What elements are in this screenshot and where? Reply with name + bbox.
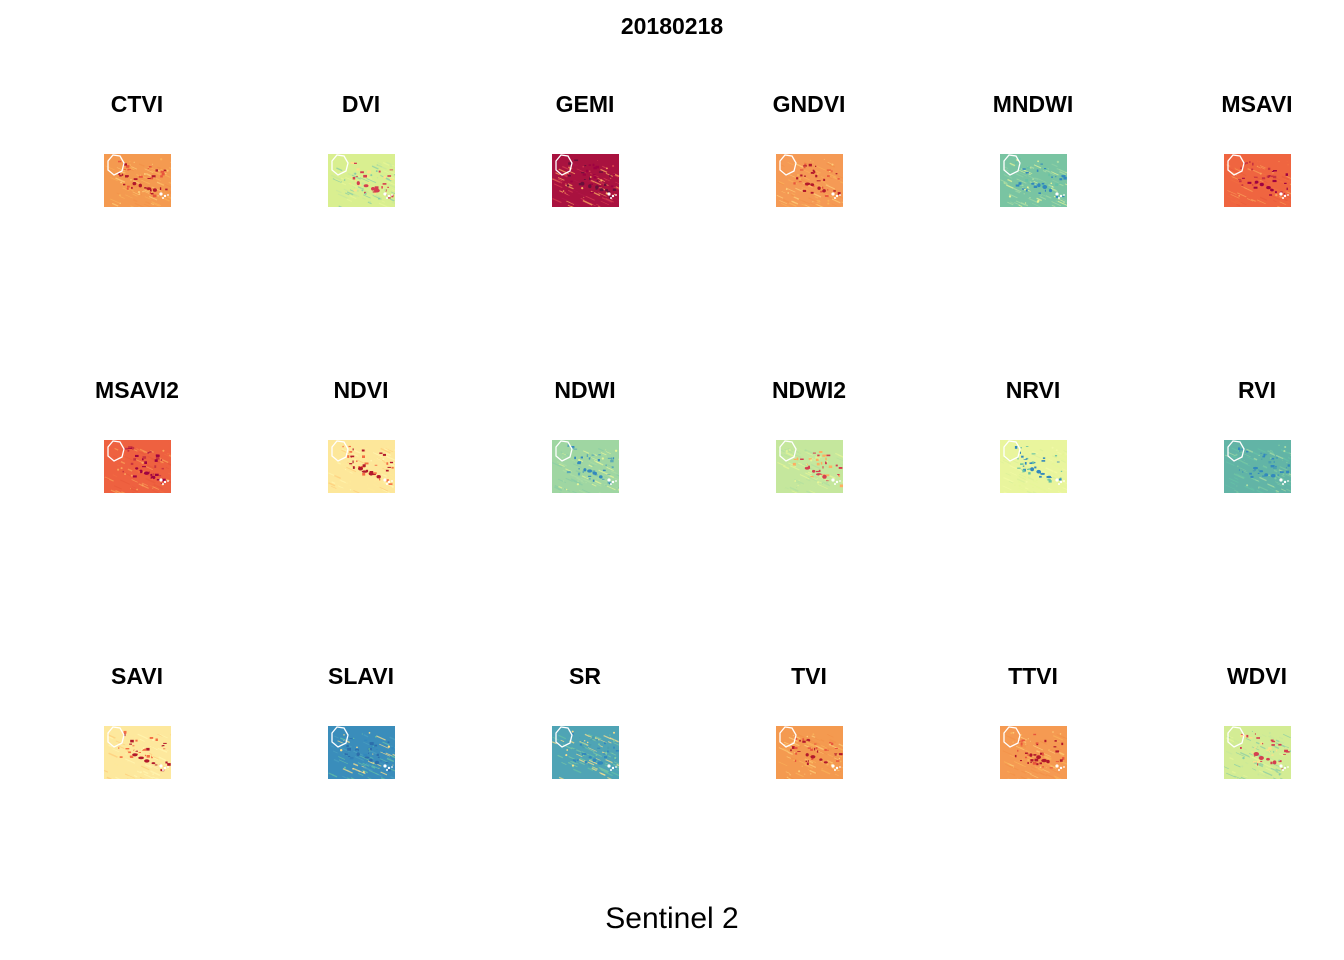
raster-thumbnail [776, 154, 843, 207]
panel-title: SLAVI [327, 663, 395, 689]
raster-thumbnail [1224, 440, 1291, 493]
panel-title: TTVI [1008, 663, 1058, 689]
raster-thumbnail [328, 440, 395, 493]
index-panel-wdvi: WDVI [1145, 662, 1344, 812]
index-panel-slavi: SLAVI [249, 662, 473, 812]
raster-thumbnail [104, 440, 171, 493]
index-panel-msavi: MSAVI [1145, 90, 1344, 240]
index-panel-gemi: GEMI [473, 90, 697, 240]
panel-title: GEMI [555, 91, 615, 117]
panel-title: TVI [791, 663, 827, 689]
index-panel-sr: SR [473, 662, 697, 812]
index-panel-savi: SAVI [25, 662, 249, 812]
panel-title: NDVI [333, 377, 389, 403]
panel-title: RVI [1238, 377, 1276, 403]
panel-title: GNDVI [772, 91, 846, 117]
raster-thumbnail [1224, 726, 1291, 779]
panel-title: DVI [341, 91, 381, 117]
raster-thumbnail [776, 726, 843, 779]
raster-thumbnail [104, 726, 171, 779]
raster-thumbnail [1000, 440, 1067, 493]
index-panel-nrvi: NRVI [921, 376, 1145, 526]
panel-title: MSAVI2 [95, 377, 179, 403]
figure-caption: Sentinel 2 [605, 902, 739, 935]
panel-title: SR [569, 663, 601, 689]
panel-title: MSAVI [1221, 91, 1293, 117]
index-panel-ndvi: NDVI [249, 376, 473, 526]
raster-thumbnail [1000, 154, 1067, 207]
raster-thumbnail [552, 154, 619, 207]
panel-title: NDWI2 [771, 377, 847, 403]
panel-title: WDVI [1226, 663, 1288, 689]
raster-thumbnail [328, 154, 395, 207]
raster-thumbnail [552, 726, 619, 779]
raster-thumbnail [1224, 154, 1291, 207]
figure-title: 20180218 [620, 13, 724, 39]
raster-thumbnail [776, 440, 843, 493]
raster-thumbnail [552, 440, 619, 493]
index-panel-msavi2: MSAVI2 [25, 376, 249, 526]
raster-thumbnail [104, 154, 171, 207]
index-panel-dvi: DVI [249, 90, 473, 240]
index-panel-ttvi: TTVI [921, 662, 1145, 812]
panel-title: CTVI [110, 91, 164, 117]
index-panel-mndwi: MNDWI [921, 90, 1145, 240]
index-panel-gndvi: GNDVI [697, 90, 921, 240]
index-panel-ctvi: CTVI [25, 90, 249, 240]
raster-thumbnail [1000, 726, 1067, 779]
raster-thumbnail [328, 726, 395, 779]
panel-title: SAVI [111, 663, 163, 689]
panel-title: NRVI [1005, 377, 1061, 403]
index-panel-tvi: TVI [697, 662, 921, 812]
panel-title: MNDWI [992, 91, 1074, 117]
panel-title: NDWI [554, 377, 616, 403]
index-panel-rvi: RVI [1145, 376, 1344, 526]
index-panel-ndwi2: NDWI2 [697, 376, 921, 526]
index-panel-ndwi: NDWI [473, 376, 697, 526]
